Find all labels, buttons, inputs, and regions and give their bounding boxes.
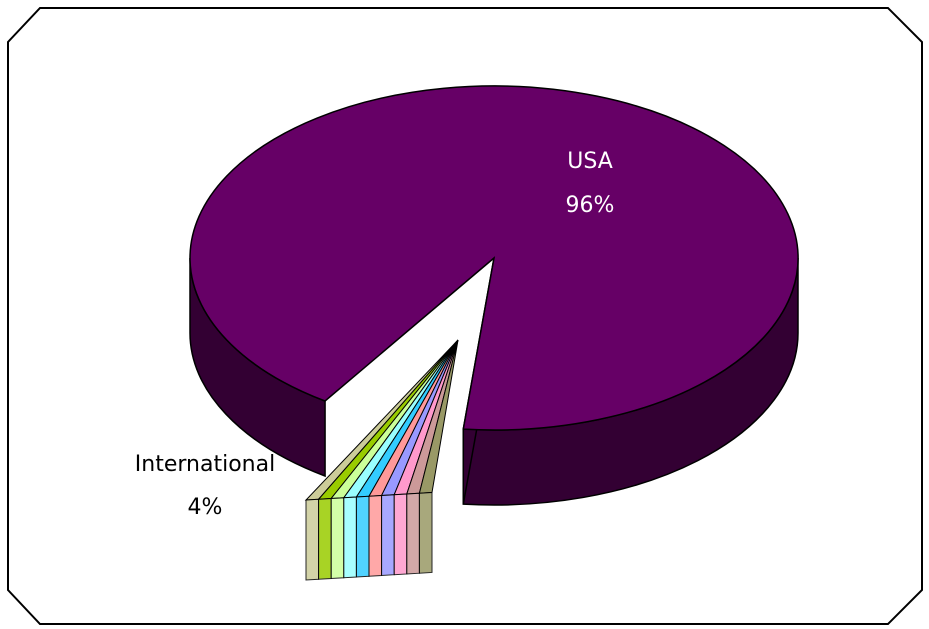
- usa-label: USA: [567, 149, 613, 174]
- international-label: International: [135, 452, 275, 477]
- international-segment-side: [406, 492, 420, 575]
- usa-percent: 96%: [566, 193, 615, 218]
- international-segment-side: [368, 494, 383, 577]
- usa-slice: [189, 85, 799, 431]
- international-segment-side: [318, 497, 332, 580]
- international-segment-side: [330, 497, 345, 580]
- international-percent: 4%: [188, 495, 223, 520]
- international-segment-side: [418, 491, 433, 574]
- international-segment-side: [343, 496, 357, 579]
- pie-top: [189, 85, 799, 431]
- international-wedge: [304, 339, 459, 581]
- international-segment-side: [381, 494, 395, 576]
- international-segment-side: [355, 495, 370, 578]
- international-segment-side: [305, 498, 320, 581]
- international-segment-side: [393, 493, 408, 576]
